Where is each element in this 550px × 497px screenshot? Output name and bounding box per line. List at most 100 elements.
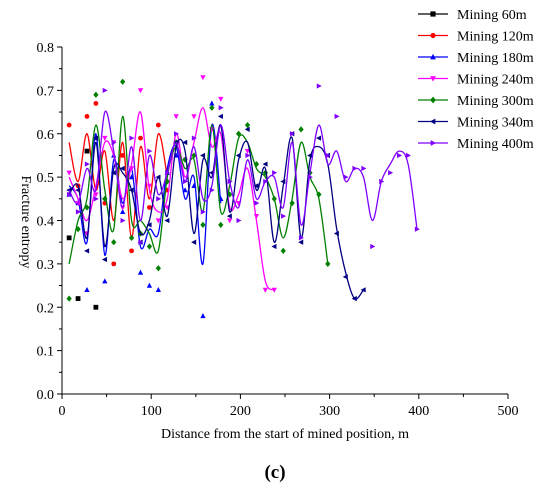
legend-marker xyxy=(430,32,436,39)
x-axis-title: Distance from the start of mined positio… xyxy=(161,427,409,442)
data-point xyxy=(120,153,126,158)
data-point xyxy=(137,269,144,275)
x-tick-label: 300 xyxy=(319,404,340,419)
data-point xyxy=(289,131,296,137)
data-point xyxy=(146,183,153,189)
data-point xyxy=(138,239,144,245)
data-point xyxy=(316,191,322,198)
data-point xyxy=(343,174,349,180)
data-point xyxy=(253,160,260,168)
data-point xyxy=(254,200,260,206)
legend-item: Mining 340m xyxy=(418,116,534,131)
data-point xyxy=(209,187,215,193)
x-tick-label: 0 xyxy=(59,404,66,419)
data-point xyxy=(93,196,99,202)
series-line xyxy=(68,115,329,265)
legend-item: Mining 180m xyxy=(418,51,534,66)
data-point xyxy=(128,166,135,172)
data-point xyxy=(272,170,278,176)
data-point xyxy=(155,218,161,224)
data-point xyxy=(75,187,81,193)
x-tick-label: 100 xyxy=(141,404,162,419)
series-line xyxy=(68,123,222,265)
data-point xyxy=(93,100,99,106)
data-point xyxy=(253,214,260,220)
data-point xyxy=(227,178,233,185)
data-point xyxy=(164,178,170,185)
y-tick-label: 0.3 xyxy=(37,258,55,273)
series-6 xyxy=(66,83,420,250)
series-5 xyxy=(66,113,366,302)
data-point xyxy=(271,243,277,250)
data-point xyxy=(244,121,251,129)
data-point xyxy=(93,91,99,98)
x-tick-label: 500 xyxy=(498,404,519,419)
data-point xyxy=(75,296,81,301)
data-point xyxy=(298,235,304,241)
series-0 xyxy=(66,148,99,310)
series-1 xyxy=(66,100,170,267)
data-point xyxy=(351,295,357,302)
data-point xyxy=(397,152,403,159)
data-point xyxy=(191,182,197,188)
data-point xyxy=(84,248,90,254)
axes: 0 100 200 300 400 500 0.0 0.1 0.2 0.3 0.4 0.5 0.6 0.7… xyxy=(37,41,519,419)
data-point xyxy=(191,114,197,120)
data-point xyxy=(146,282,153,288)
figure-caption: (c) xyxy=(264,462,286,483)
data-point xyxy=(84,204,90,211)
data-point xyxy=(200,209,206,215)
data-point xyxy=(388,170,394,176)
x-tick-label: 200 xyxy=(230,404,251,419)
data-point xyxy=(84,114,90,119)
data-point xyxy=(137,88,144,94)
y-tick-label: 0.1 xyxy=(37,345,55,360)
series-line xyxy=(68,110,418,230)
data-point xyxy=(316,83,322,89)
data-point xyxy=(129,248,134,254)
data-point xyxy=(93,192,99,198)
series-line xyxy=(68,107,275,291)
data-point xyxy=(102,135,108,141)
y-tick-label: 0.5 xyxy=(37,171,55,186)
data-point xyxy=(156,196,162,202)
data-point xyxy=(263,178,269,185)
data-point xyxy=(236,217,242,224)
data-point xyxy=(182,139,188,146)
data-point xyxy=(209,100,215,106)
data-point xyxy=(102,278,108,284)
legend: Mining 60m Mining 120m Mining 180m Mining 2… xyxy=(418,8,534,152)
data-point xyxy=(342,274,348,280)
y-tick-label: 0.8 xyxy=(37,41,55,56)
data-point xyxy=(147,205,152,210)
data-point xyxy=(165,170,171,176)
data-point xyxy=(119,165,125,172)
data-point xyxy=(227,218,233,224)
y-axis-title: Fracture entropy xyxy=(18,176,33,269)
data-point xyxy=(209,104,215,111)
data-point xyxy=(334,113,340,120)
data-point xyxy=(146,222,152,228)
data-point xyxy=(227,191,233,198)
data-point xyxy=(129,135,135,141)
y-tick-label: 0.0 xyxy=(37,388,55,403)
data-point xyxy=(101,256,107,263)
data-point xyxy=(218,221,224,228)
legend-marker xyxy=(429,118,436,125)
data-point xyxy=(164,217,170,224)
data-point xyxy=(191,135,197,141)
data-point xyxy=(111,261,117,267)
data-point xyxy=(182,187,188,193)
legend-label: Mining 300m xyxy=(457,94,534,109)
data-point xyxy=(173,114,179,120)
data-point xyxy=(325,260,331,267)
data-point xyxy=(414,226,420,232)
legend-label: Mining 240m xyxy=(457,73,534,88)
data-point xyxy=(120,217,126,224)
data-point xyxy=(235,130,242,137)
legend-marker xyxy=(430,11,436,17)
data-point xyxy=(361,165,367,172)
data-point xyxy=(360,287,366,293)
legend-label: Mining 340m xyxy=(457,116,534,131)
legend-marker xyxy=(430,53,436,60)
